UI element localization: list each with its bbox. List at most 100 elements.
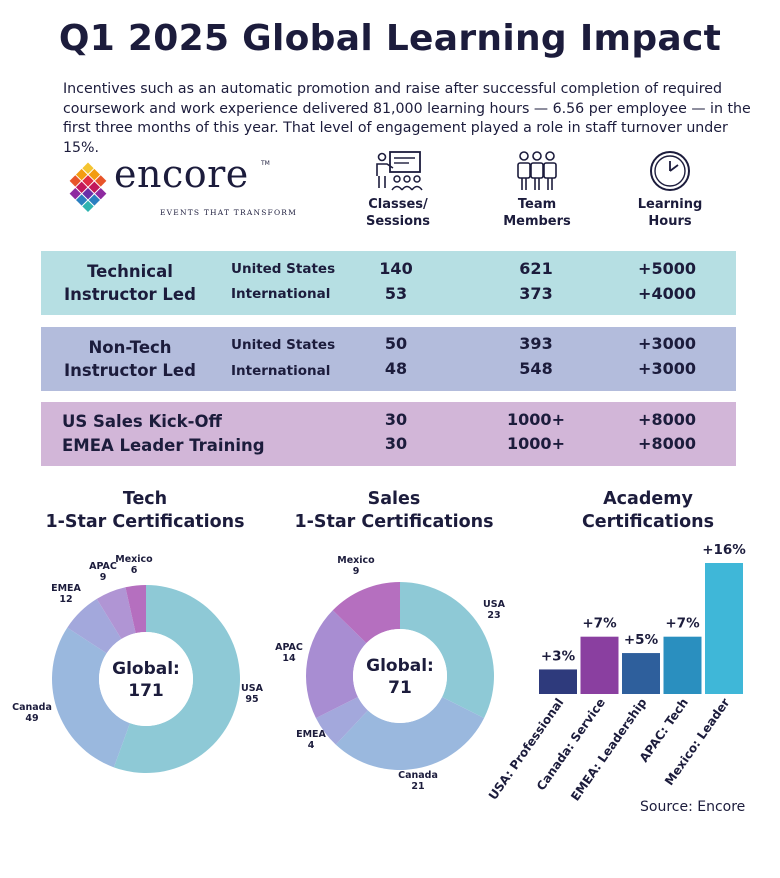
members-value: 621: [519, 259, 553, 278]
chart-title-line2: 1-Star Certifications: [45, 512, 245, 532]
hours-value: +8000: [638, 434, 696, 453]
bar-category-label: Canada: Service: [534, 696, 608, 793]
bar: [622, 653, 660, 694]
chart-title-line1: Sales: [367, 489, 421, 509]
bar-category-label: Mexico: Leader: [662, 696, 732, 788]
academy-chart-title: Academy Certifications: [548, 488, 748, 534]
region-label: United States: [231, 337, 336, 353]
column-label-line1: Classes/: [368, 197, 428, 212]
members-value: 1000+: [507, 434, 565, 453]
donut-hole: [353, 629, 447, 723]
slice-label: APAC: [89, 561, 117, 572]
donut-hole: [99, 632, 193, 726]
column-header-classes: Classes/ Sessions: [338, 150, 458, 230]
team-icon: [517, 151, 557, 190]
logo-wordmark: encore: [114, 152, 249, 196]
members-value: 393: [519, 334, 553, 353]
column-label-line2: Members: [503, 214, 571, 229]
hours-value: +4000: [638, 284, 696, 303]
logo-tagline: EVENTS THAT TRANSFORM: [160, 208, 298, 217]
slice-value: 21: [411, 781, 424, 792]
bar: [539, 669, 577, 694]
donut-slice-usa: [113, 585, 241, 773]
event-name: US Sales Kick-Off: [62, 412, 222, 431]
donut-slice-emea: [315, 697, 368, 745]
slice-label: Mexico: [337, 555, 375, 566]
members-value: 373: [519, 284, 553, 303]
encore-logo: encore TM EVENTS THAT TRANSFORM: [62, 152, 322, 222]
bar-value-label: +5%: [624, 632, 659, 648]
hours-value: +5000: [638, 259, 696, 278]
chart-title-line1: Academy: [603, 489, 693, 509]
category-line2: Instructor Led: [64, 285, 196, 304]
donut-center-label: Global:: [366, 656, 434, 676]
encore-diamond-icon: [69, 162, 107, 213]
slice-value: 95: [245, 694, 258, 705]
donut-center-label: Global:: [112, 659, 180, 679]
chart-title-line1: Tech: [122, 489, 168, 509]
column-header-hours: Learning Hours: [610, 150, 730, 230]
slice-value: 49: [25, 713, 38, 724]
page-title: Q1 2025 Global Learning Impact: [58, 18, 722, 59]
bar: [580, 636, 619, 694]
donut-slice-emea: [67, 598, 122, 654]
column-label-line1: Learning: [637, 197, 703, 212]
bar-value-label: +3%: [541, 648, 576, 664]
bar-category-label: USA: Professional: [486, 696, 567, 803]
members-value: 548: [519, 359, 553, 378]
column-label-line1: Team: [517, 197, 557, 212]
chart-title-line2: Certifications: [581, 512, 715, 532]
logo-trademark: TM: [261, 160, 270, 167]
region-label: International: [231, 286, 331, 302]
members-value: 1000+: [507, 410, 565, 429]
slice-value: 14: [282, 653, 296, 664]
slice-value: 6: [131, 565, 138, 576]
category-technical: Technical Instructor Led: [60, 260, 200, 306]
slice-value: 23: [487, 610, 500, 621]
tech-chart-title: Tech 1-Star Certifications: [30, 488, 260, 534]
column-label-line2: Sessions: [365, 214, 431, 229]
region-label: United States: [231, 261, 336, 277]
slice-label: Canada: [12, 702, 52, 713]
donut-slice-canada: [51, 627, 130, 768]
slice-label: USA: [483, 599, 506, 610]
classes-value: 30: [384, 434, 408, 453]
slice-label: EMEA: [296, 729, 326, 740]
slice-value: 4: [308, 740, 315, 751]
slice-label: APAC: [275, 642, 303, 653]
slice-label: Mexico: [115, 554, 153, 565]
classes-value: 30: [384, 410, 408, 429]
band-events: [41, 402, 736, 466]
hours-value: +3000: [638, 359, 696, 378]
category-nontech: Non-Tech Instructor Led: [60, 336, 200, 382]
column-header-members: Team Members: [477, 150, 597, 230]
clock-icon: [650, 151, 690, 191]
donut-slice-apac: [96, 587, 136, 639]
bar-value-label: +7%: [665, 616, 700, 632]
slice-value: 12: [59, 594, 72, 605]
bar-value-label: +7%: [582, 616, 617, 632]
slice-value: 9: [100, 572, 107, 583]
chart-title-line2: 1-Star Certifications: [294, 512, 494, 532]
category-line2: Instructor Led: [64, 361, 196, 380]
slice-label: EMEA: [51, 583, 81, 594]
classes-value: 48: [384, 359, 408, 378]
hours-value: +8000: [638, 410, 696, 429]
slice-label: Canada: [398, 770, 438, 781]
column-label-hours: Learning Hours: [610, 196, 730, 230]
slice-value: 9: [353, 566, 360, 577]
donut-center-value: 171: [128, 681, 164, 701]
category-line1: Non-Tech: [88, 338, 172, 357]
classes-value: 53: [384, 284, 408, 303]
band-technical: [41, 251, 736, 315]
category-line1: Technical: [87, 262, 173, 281]
bar-value-label: +16%: [702, 542, 746, 558]
sales-chart-title: Sales 1-Star Certifications: [279, 488, 509, 534]
column-label-classes: Classes/ Sessions: [338, 196, 458, 230]
classes-value: 140: [379, 259, 413, 278]
hours-value: +3000: [638, 334, 696, 353]
donut-slice-mexico: [125, 585, 146, 634]
donut-slice-mexico: [332, 582, 400, 644]
event-name: EMEA Leader Training: [62, 436, 265, 455]
classroom-icon: [376, 151, 423, 191]
